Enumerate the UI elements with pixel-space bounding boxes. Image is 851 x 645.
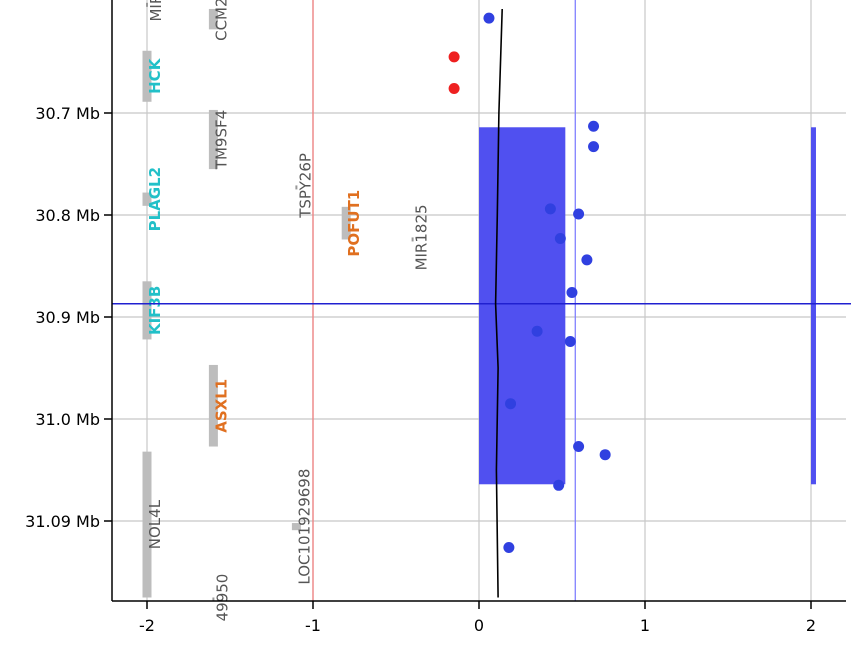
gene-bar: [295, 185, 298, 190]
data-point-red: [448, 51, 460, 63]
gene-track: MIR7 HCK PLAGL2 KIF3B NOL4L CCM2 TM9SF4 ASXL1 49…: [142, 0, 431, 622]
data-point: [503, 542, 515, 554]
data-point: [573, 208, 585, 220]
x-tick-label: 0: [474, 616, 484, 635]
y-tick-label: 30.7 Mb: [35, 104, 100, 123]
data-point: [588, 120, 600, 132]
gene-label: ASXL1: [212, 379, 230, 433]
data-point: [553, 479, 565, 491]
gene-bar: [208, 364, 218, 447]
gene-bar: [146, 2, 148, 7]
y-tick-label: 30.8 Mb: [35, 206, 100, 225]
axes: 30.7 Mb 30.8 Mb 30.9 Mb 31.0 Mb 31.09 Mb -2 -1…: [25, 0, 846, 635]
x-tick-label: 2: [806, 616, 816, 635]
trend-line: [494, 8, 503, 598]
gene-label: MIR7: [147, 0, 165, 22]
gene-label: POFUT1: [345, 190, 363, 257]
gene-label: TSPY26P: [296, 153, 314, 219]
gene-bar: [411, 237, 414, 242]
reference-lines: [312, 0, 576, 601]
gene-bar: [212, 597, 215, 602]
x-tick-label: -2: [139, 616, 155, 635]
gene-label: NOL4L: [146, 499, 164, 549]
data-point: [564, 335, 576, 347]
data-point: [544, 203, 556, 215]
gene-label: TM9SF4: [212, 110, 230, 170]
data-point: [599, 449, 611, 461]
value-box: [479, 127, 566, 485]
y-tick-label: 31.09 Mb: [25, 512, 100, 531]
data-point: [531, 325, 543, 337]
data-point: [505, 398, 517, 410]
value-bar-right: [811, 127, 816, 485]
data-point: [554, 232, 566, 244]
gene-bar: [142, 192, 152, 206]
gene-label: CCM2: [212, 0, 230, 41]
data-point-red: [448, 83, 460, 95]
gene-bar: [291, 523, 301, 531]
gene-label: MIR1825: [413, 204, 431, 270]
y-tick-label: 31.0 Mb: [35, 410, 100, 429]
gene-label: LOC101929698: [295, 469, 313, 585]
data-point: [483, 12, 495, 24]
data-points: [448, 12, 611, 554]
gene-bar: [142, 451, 152, 598]
data-point: [566, 287, 578, 299]
gene-label: KIF3B: [146, 286, 164, 335]
gene-bar: [341, 206, 351, 240]
gene-label: 49950: [213, 574, 231, 622]
gene-bar: [142, 281, 152, 340]
x-tick-label: -1: [305, 616, 321, 635]
gene-label: HCK: [146, 57, 164, 94]
value-boxes: [479, 127, 816, 485]
gene-bar: [142, 50, 152, 102]
y-tick-label: 30.9 Mb: [35, 308, 100, 327]
trend-curve: [494, 8, 503, 598]
data-point: [588, 141, 600, 153]
x-tick-label: 1: [640, 616, 650, 635]
data-point: [581, 254, 593, 266]
gene-bar: [208, 109, 218, 170]
data-point: [573, 441, 585, 453]
gene-bar: [208, 8, 218, 30]
gene-label: PLAGL2: [146, 167, 164, 231]
